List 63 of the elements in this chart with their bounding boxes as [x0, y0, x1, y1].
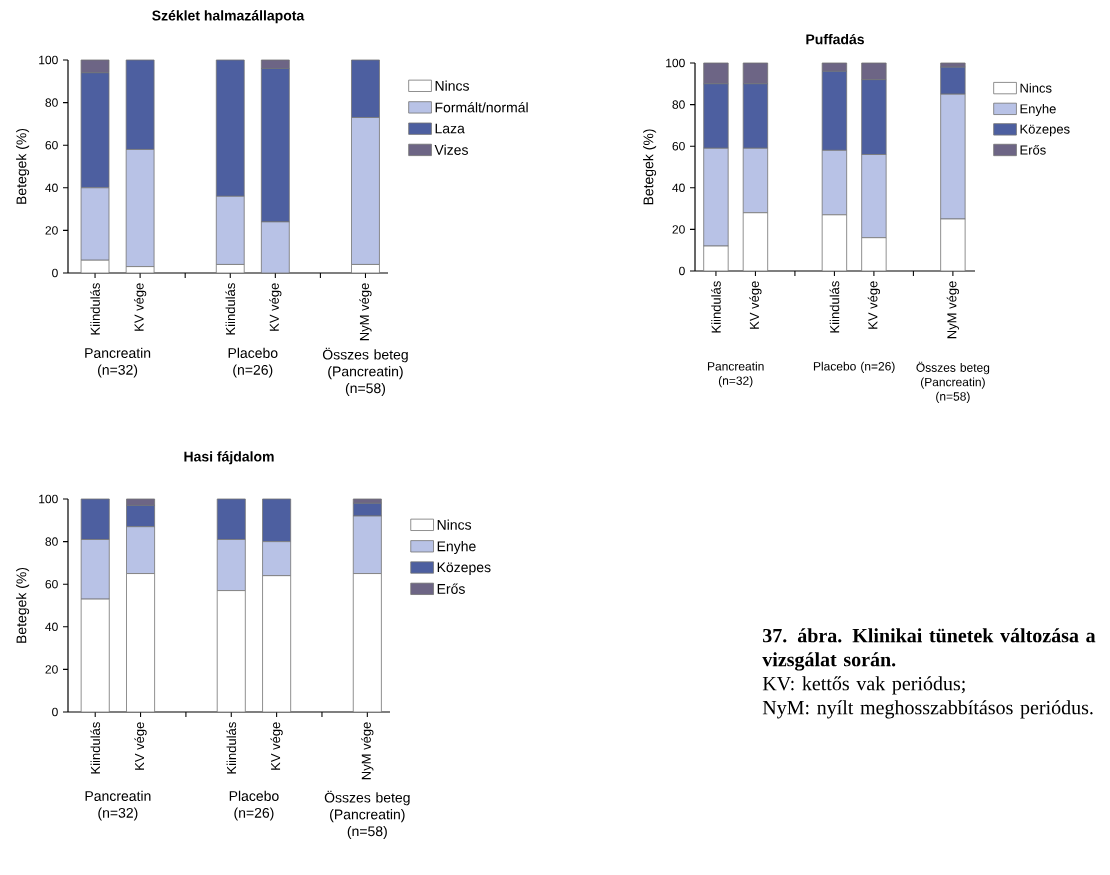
- x-tick-label: Kiindulás: [90, 283, 100, 335]
- y-tick-label: 40: [45, 183, 58, 193]
- x-tick-label: NyM vége: [361, 722, 374, 780]
- x-tick-label: Kiindulás: [90, 722, 101, 774]
- legend-label: Formált/normál: [435, 101, 528, 113]
- y-tick-label: 80: [45, 98, 58, 107]
- legend-label: Laza: [435, 123, 465, 134]
- x-tick-label: KV vége: [133, 283, 147, 331]
- x-tick-label: KV vége: [134, 722, 147, 770]
- legend-label: Enyhe: [437, 540, 476, 555]
- x-tick-label: Kiindulás: [711, 281, 721, 333]
- y-tick-label: 0: [679, 266, 685, 276]
- y-tick-label: 100: [39, 55, 58, 65]
- chart-title: Puffadás: [806, 33, 864, 45]
- y-axis-title: Betegek (%): [16, 567, 30, 643]
- x-tick-label: KV vége: [270, 722, 283, 770]
- x-tick-label: NyM vége: [946, 281, 960, 339]
- y-tick-label: 60: [45, 140, 58, 150]
- y-tick-label: 100: [666, 58, 685, 68]
- x-tick-label: Kiindulás: [225, 283, 236, 335]
- text: Placebo (n=26): [813, 361, 895, 373]
- text: Pancreatin (n=32): [85, 347, 151, 378]
- text: Összes beteg (Pancreatin) (n=58): [322, 347, 408, 396]
- y-tick-label: 0: [52, 268, 58, 278]
- y-tick-label: 100: [39, 494, 58, 504]
- y-tick-label: 20: [45, 226, 58, 235]
- y-tick-label: 20: [672, 225, 685, 234]
- text: Pancreatin (n=32): [707, 361, 764, 388]
- y-tick-label: 80: [672, 100, 685, 109]
- x-tick-label: Kiindulás: [226, 722, 237, 774]
- chart-title: Hasi fájdalom: [184, 451, 274, 465]
- legend-label: Nincs: [437, 519, 472, 530]
- legend-label: Erős: [1020, 144, 1046, 155]
- x-tick-label: NyM vége: [359, 283, 372, 341]
- text: Összes beteg (Pancreatin) (n=58): [916, 361, 990, 404]
- y-tick-label: 80: [45, 537, 58, 546]
- legend-label: Enyhe: [1020, 103, 1056, 117]
- y-tick-label: 40: [672, 183, 685, 193]
- y-tick-label: 60: [672, 141, 685, 151]
- legend-label: Közepes: [437, 562, 491, 576]
- chart-title: Széklet halmazállapota: [152, 10, 305, 24]
- x-tick-label: KV vége: [867, 281, 881, 329]
- x-tick-label: KV vége: [269, 283, 282, 331]
- legend-label: Erős: [437, 583, 465, 594]
- text: 37. ábra. Klinikai tünetek változása a vizsgálat során.: [762, 628, 1096, 671]
- text: Placebo (n=26): [228, 347, 278, 378]
- y-tick-label: 0: [52, 707, 58, 717]
- y-axis-title: Betegek (%): [16, 128, 30, 204]
- legend-label: Nincs: [1020, 83, 1052, 93]
- legend-label: Nincs: [435, 80, 469, 91]
- x-tick-label: Kiindulás: [829, 281, 840, 333]
- text: KV: kettős vak periódus;: [762, 676, 965, 695]
- y-axis-title: Betegek (%): [643, 129, 657, 205]
- text: Placebo (n=26): [229, 790, 279, 821]
- y-tick-label: 40: [45, 622, 58, 632]
- text: Összes beteg (Pancreatin) (n=58): [324, 790, 410, 839]
- y-tick-label: 20: [45, 665, 58, 674]
- x-tick-label: KV vége: [749, 281, 762, 329]
- legend-label: Közepes: [1020, 124, 1070, 137]
- text: NyM: nyílt meghosszabbításos periódus.: [762, 700, 1093, 719]
- legend-label: Vizes: [434, 144, 468, 155]
- text: Pancreatin (n=32): [85, 790, 151, 821]
- y-tick-label: 60: [45, 579, 58, 589]
